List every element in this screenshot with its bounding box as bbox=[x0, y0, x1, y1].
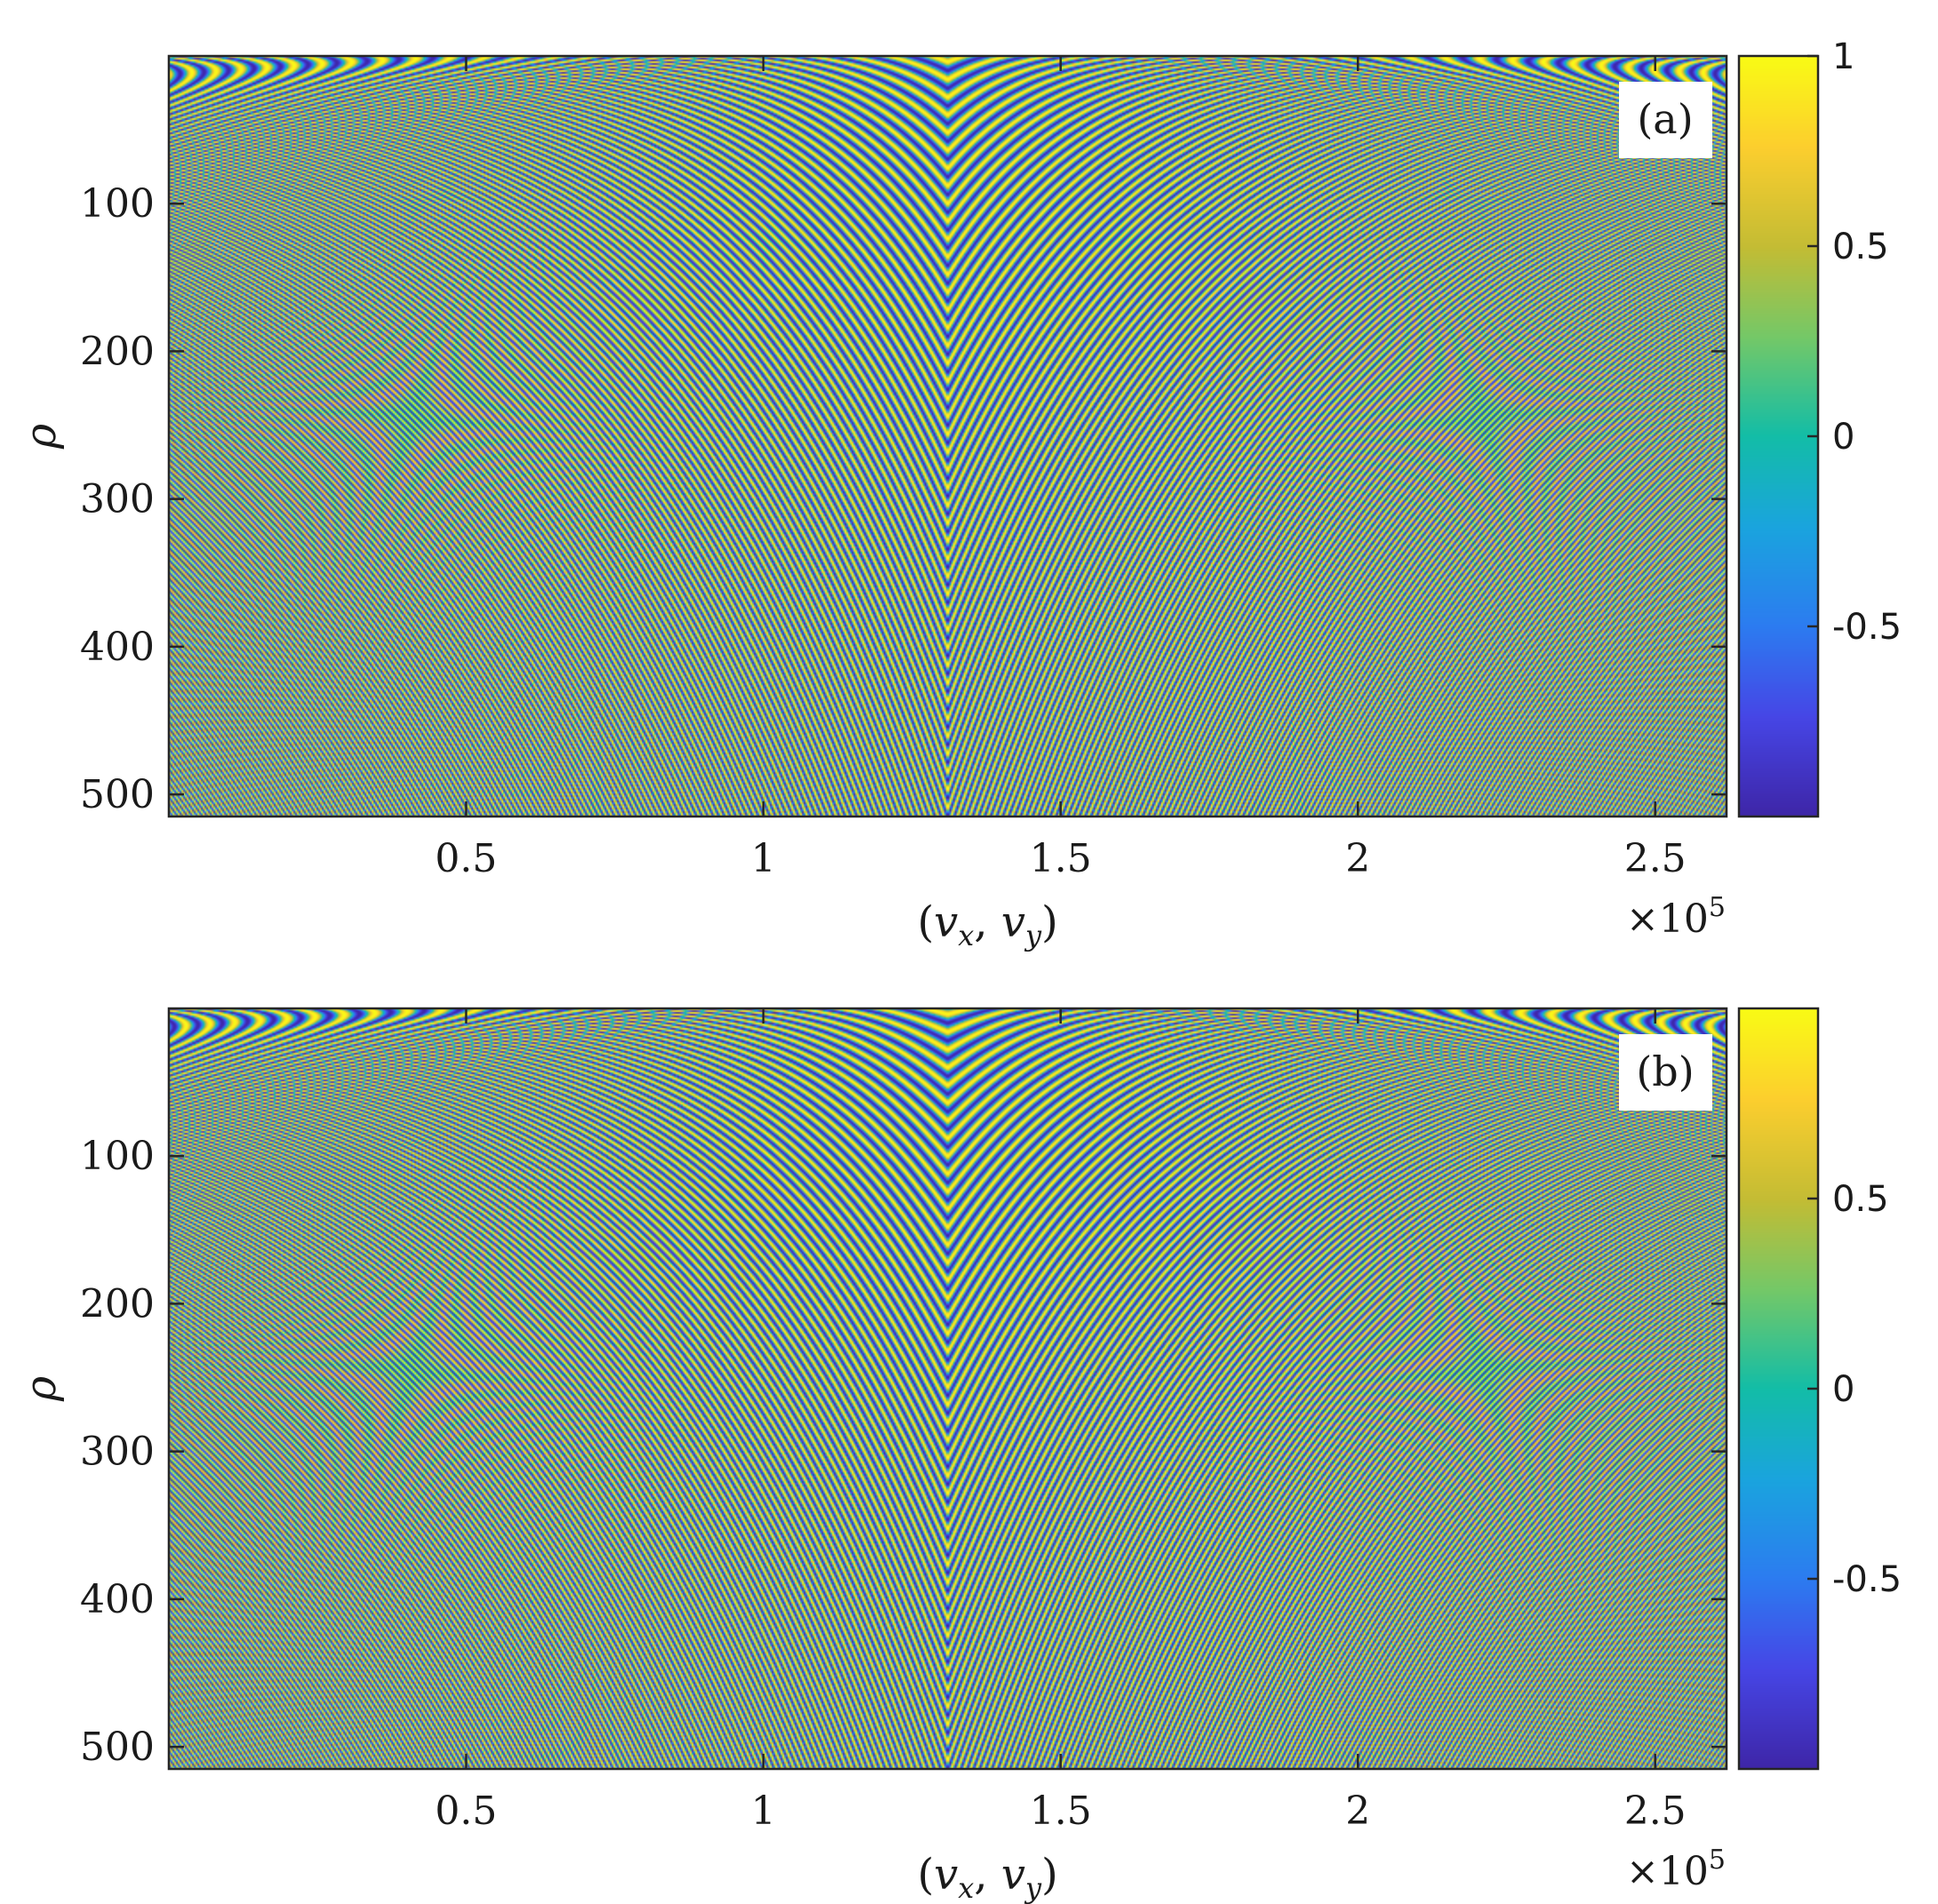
x-axis-label: (vx, vy) bbox=[917, 897, 1057, 952]
x-tick-label: 1 bbox=[751, 836, 776, 881]
y-tick-label: 200 bbox=[80, 1281, 155, 1326]
colorbar-tick-label: 0.5 bbox=[1832, 1179, 1889, 1220]
x-tick-label: 1.5 bbox=[1030, 1788, 1092, 1834]
colorbar-frame bbox=[1737, 54, 1820, 818]
axes-b: 0.5 1 1.5 2 2.5 100 200 300 400 500 0.5 0 -0.5 (vx, v… bbox=[16, 1007, 1902, 1904]
x-tick-label: 0.5 bbox=[435, 1788, 498, 1834]
colorbar-b bbox=[1739, 1008, 1818, 1769]
x-tick-label: 0.5 bbox=[435, 836, 498, 881]
colorbar-tick-label: 0 bbox=[1832, 1369, 1854, 1410]
y-axis-label: ρ bbox=[16, 1376, 66, 1402]
x-tick-label: 2.5 bbox=[1624, 1788, 1687, 1834]
colorbar-frame bbox=[1737, 1007, 1820, 1771]
colorbar-tick-label: 1 bbox=[1832, 36, 1854, 77]
panel-tag-box bbox=[1619, 1034, 1712, 1111]
y-tick-label: 300 bbox=[80, 1430, 155, 1475]
colorbar-tick-label: -0.5 bbox=[1832, 607, 1902, 648]
plot-frame bbox=[167, 1007, 1728, 1771]
panel-b: 0.5 1 1.5 2 2.5 100 200 300 400 500 0.5 0 -0.5 (vx, v… bbox=[0, 952, 1938, 1904]
colorbar-tick-label: 0.5 bbox=[1832, 227, 1889, 267]
colorbar-a bbox=[1739, 56, 1818, 817]
x-tick-label: 2.5 bbox=[1624, 836, 1687, 881]
y-tick-label: 100 bbox=[80, 181, 155, 227]
colorbar-tick-label: -0.5 bbox=[1832, 1559, 1902, 1600]
x-multiplier: ×105 bbox=[1626, 1844, 1726, 1894]
panel-tag-box bbox=[1619, 82, 1712, 158]
panel-tag: (b) bbox=[1636, 1048, 1694, 1095]
y-tick-label: 400 bbox=[80, 625, 155, 670]
x-multiplier: ×105 bbox=[1626, 892, 1726, 942]
y-tick-label: 500 bbox=[80, 1725, 155, 1770]
y-axis-label: ρ bbox=[16, 424, 66, 450]
panel-tag: (a) bbox=[1637, 95, 1693, 143]
y-tick-label: 200 bbox=[80, 329, 155, 374]
x-tick-label: 2 bbox=[1345, 836, 1370, 881]
y-tick-label: 300 bbox=[80, 477, 155, 522]
y-tick-label: 500 bbox=[80, 772, 155, 817]
heatmap-b bbox=[169, 1008, 1727, 1769]
x-axis-label: (vx, vy) bbox=[917, 1850, 1057, 1904]
y-tick-label: 400 bbox=[80, 1577, 155, 1622]
plot-frame bbox=[167, 54, 1728, 818]
y-tick-label: 100 bbox=[80, 1134, 155, 1179]
x-tick-label: 2 bbox=[1345, 1788, 1370, 1834]
colorbar-tick-label: 0 bbox=[1832, 417, 1854, 458]
heatmap-a bbox=[169, 56, 1727, 817]
x-tick-label: 1.5 bbox=[1030, 836, 1092, 881]
x-tick-label: 1 bbox=[751, 1788, 776, 1834]
panel-a: 0.5 1 1.5 2 2.5 100 200 300 400 500 1 0.5 0 -0.5 (vx, … bbox=[0, 0, 1938, 952]
axes-a: 0.5 1 1.5 2 2.5 100 200 300 400 500 1 0.5 0 -0.5 (vx, … bbox=[16, 36, 1902, 952]
